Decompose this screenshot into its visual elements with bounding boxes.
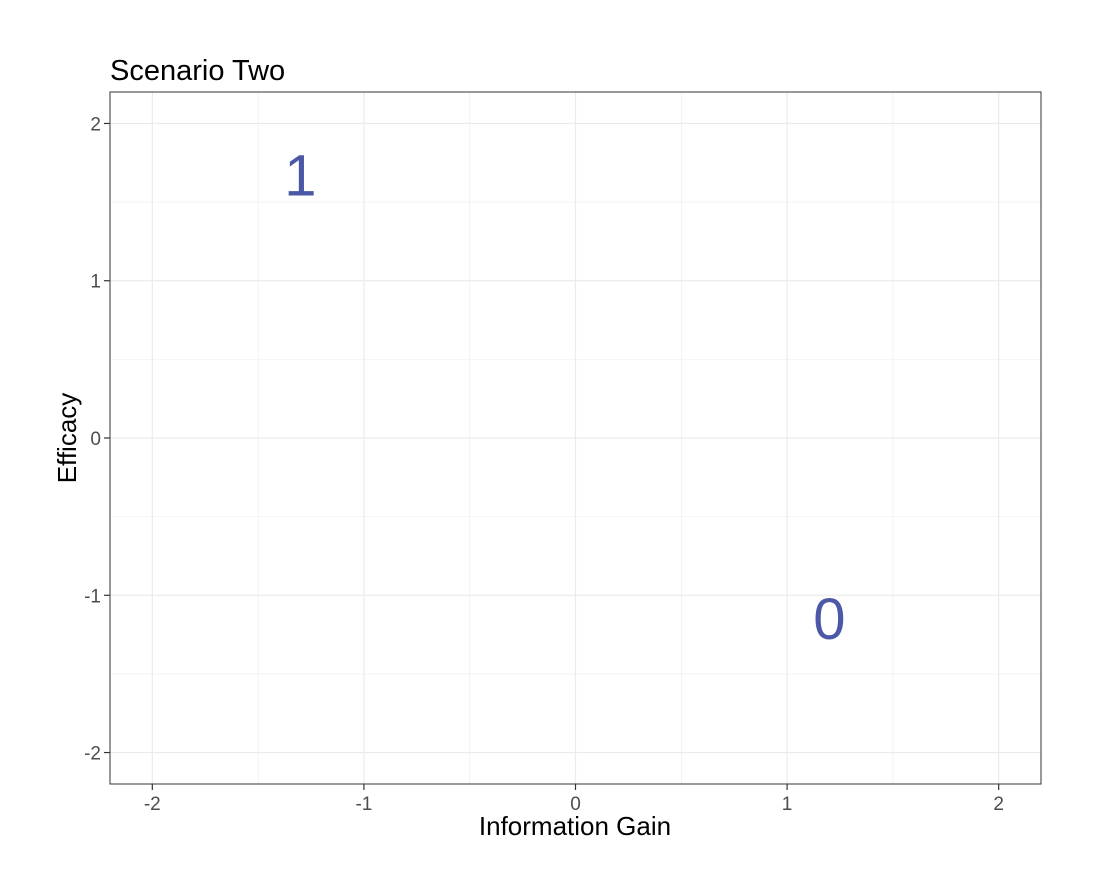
y-tick-label: -1 bbox=[84, 586, 101, 607]
y-tick-label: 1 bbox=[90, 272, 101, 293]
point-label-1: 0 bbox=[813, 587, 845, 652]
x-tick-label: -2 bbox=[144, 794, 161, 815]
point-label-0: 1 bbox=[284, 143, 316, 208]
x-axis-title: Information Gain bbox=[479, 811, 671, 841]
x-tick-label: 0 bbox=[570, 794, 581, 815]
grid-major bbox=[110, 92, 1041, 784]
y-tick-label: -2 bbox=[84, 744, 101, 765]
y-tick-label: 0 bbox=[90, 429, 101, 450]
x-tick-label: -1 bbox=[355, 794, 372, 815]
x-axis-ticks: -2 -1 0 1 2 bbox=[144, 784, 1004, 815]
x-tick-label: 2 bbox=[993, 794, 1004, 815]
chart-title: Scenario Two bbox=[110, 55, 285, 87]
y-axis-title: Efficacy bbox=[52, 393, 82, 484]
points-layer: 10 bbox=[284, 143, 845, 652]
y-tick-label: 2 bbox=[90, 114, 101, 135]
x-tick-label: 1 bbox=[782, 794, 793, 815]
y-axis-ticks: -2 -1 0 1 2 bbox=[84, 114, 110, 765]
